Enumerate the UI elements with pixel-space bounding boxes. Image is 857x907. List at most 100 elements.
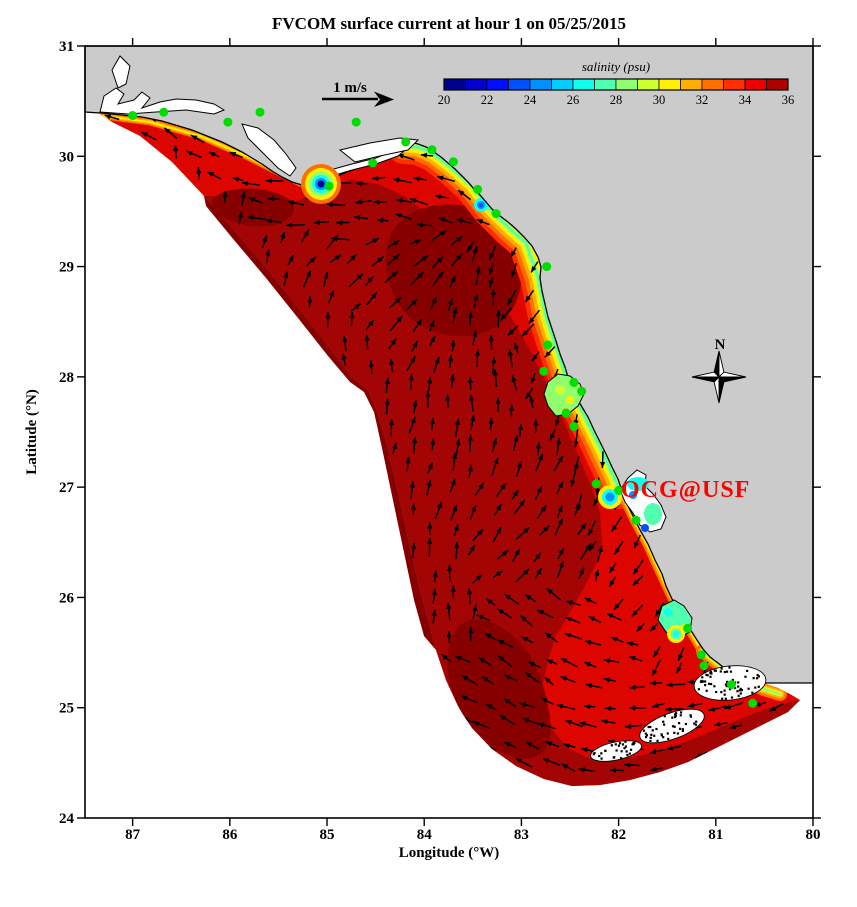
- bank-speckle: [725, 685, 728, 688]
- reference-vector-head: [374, 91, 394, 107]
- bank-speckle: [751, 691, 754, 694]
- station-marker: [561, 408, 571, 418]
- y-tick-label: 31: [59, 39, 74, 55]
- bank-speckle: [619, 757, 623, 760]
- colorbar-cell: [443, 78, 466, 91]
- station-marker: [128, 111, 138, 120]
- colorbar-cell: [465, 78, 488, 91]
- bank-speckle: [739, 692, 742, 695]
- station-marker: [614, 486, 624, 495]
- y-tick-label: 30: [59, 149, 74, 165]
- station-marker: [543, 340, 553, 350]
- plot-border: [84, 45, 814, 819]
- bank-speckle: [647, 725, 650, 729]
- colorbar-cell: [701, 78, 724, 91]
- bank-speckle: [729, 670, 733, 673]
- bank-speckle: [736, 690, 739, 693]
- colorbar-cell: [572, 78, 595, 91]
- station-marker: [699, 661, 709, 671]
- bank-speckle: [757, 675, 760, 678]
- bank-speckle: [710, 672, 713, 675]
- bank-speckle: [655, 727, 658, 731]
- colorbar-label: salinity (psu): [582, 59, 650, 74]
- bank-speckle: [709, 675, 712, 678]
- bank-speckle: [723, 693, 726, 696]
- bank-speckle: [752, 677, 755, 680]
- station-marker: [491, 209, 501, 219]
- bank-speckle: [626, 753, 629, 757]
- bank-speckle: [710, 682, 713, 686]
- bank-speckle: [673, 725, 676, 728]
- bank-speckle: [701, 676, 704, 679]
- estuaries-and-plumes: [301, 164, 749, 695]
- bank-speckle: [679, 714, 682, 717]
- station-marker: [223, 117, 233, 127]
- station-marker: [569, 422, 579, 431]
- station-marker: [542, 262, 552, 272]
- x-tick-label: 87: [125, 827, 141, 843]
- station-marker: [748, 698, 758, 708]
- compass-star: [691, 350, 747, 404]
- bank-speckle: [689, 715, 693, 718]
- bank-speckle: [663, 723, 666, 726]
- station-marker: [577, 386, 587, 396]
- bank-speckle: [674, 714, 677, 717]
- station-marker: [255, 107, 265, 117]
- colorbar-tick-label: 24: [524, 93, 537, 107]
- bank-speckle: [695, 720, 698, 723]
- bank-speckle: [651, 729, 654, 732]
- station-marker: [159, 107, 169, 117]
- colorbar-tick-label: 22: [481, 93, 494, 107]
- bank-speckle: [624, 740, 627, 743]
- x-tick-label: 81: [708, 827, 723, 843]
- station-marker: [591, 479, 601, 489]
- bank-speckle: [724, 697, 727, 700]
- bank-speckle: [600, 757, 603, 760]
- bank-speckle: [707, 682, 711, 685]
- bank-speckle: [714, 669, 717, 672]
- bank-speckle: [593, 751, 596, 755]
- bank-speckle: [693, 722, 696, 725]
- colorbar-border: [443, 78, 789, 91]
- bank-speckle: [645, 734, 648, 737]
- bank-speckle: [705, 673, 708, 676]
- colorbar-tick-labels: 20 22 24 26 28 30 32 34 36: [438, 93, 795, 107]
- bank-speckle: [739, 687, 742, 690]
- bank-speckle: [650, 733, 653, 736]
- bank-speckle: [666, 732, 669, 735]
- bank-speckle: [624, 745, 627, 748]
- bank-speckle: [679, 727, 682, 730]
- colorbar-tick-label: 34: [739, 93, 752, 107]
- colorbar-cell: [486, 78, 509, 91]
- bank-speckle: [676, 732, 680, 735]
- y-tick-label: 24: [59, 811, 75, 827]
- x-tick-label: 80: [806, 827, 821, 843]
- bank-speckle: [737, 685, 740, 688]
- bank-speckle: [700, 679, 703, 683]
- colorbar-tick-label: 30: [653, 93, 666, 107]
- bank-speckle: [723, 689, 726, 692]
- bank-speckle: [649, 739, 652, 743]
- x-tick-label: 83: [514, 827, 529, 843]
- bank-speckle: [754, 686, 757, 689]
- bank-speckle: [600, 752, 603, 755]
- colorbar-tick-label: 20: [438, 93, 451, 107]
- y-tick-label: 27: [59, 480, 75, 496]
- bank-speckle: [680, 711, 683, 714]
- bank-speckle: [671, 716, 674, 719]
- bank-speckle: [613, 756, 616, 759]
- bank-speckle: [653, 734, 656, 737]
- bank-speckle: [649, 725, 652, 729]
- reference-vector-label: 1 m/s: [333, 80, 367, 96]
- bank-speckle: [623, 747, 626, 750]
- colorbar-cell: [551, 78, 574, 91]
- bank-speckle: [673, 713, 677, 716]
- bank-speckle: [725, 670, 729, 673]
- colorbar-tick-label: 36: [782, 93, 795, 107]
- station-marker: [324, 181, 334, 191]
- bank-speckle: [618, 742, 622, 745]
- station-marker: [401, 137, 411, 147]
- bank-speckle: [726, 680, 729, 684]
- bank-speckle: [681, 728, 684, 731]
- station-marker: [569, 377, 579, 387]
